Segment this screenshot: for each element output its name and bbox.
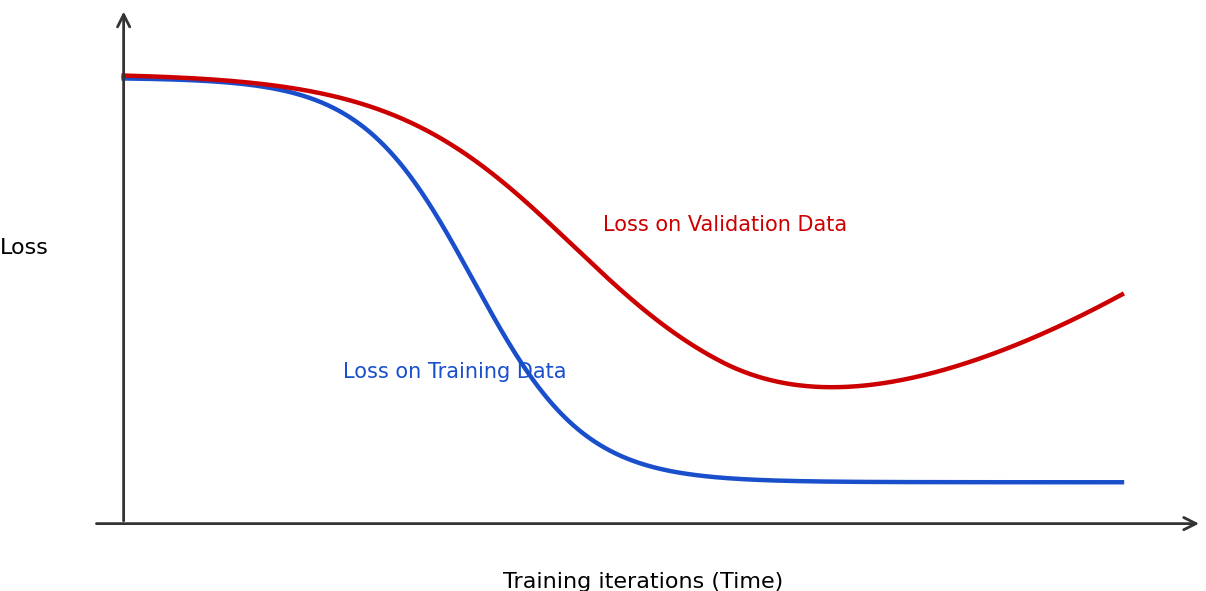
Text: Loss: Loss	[0, 238, 48, 258]
Text: Loss on Training Data: Loss on Training Data	[344, 362, 567, 382]
Text: Training iterations (Time): Training iterations (Time)	[503, 572, 783, 591]
Text: Loss on Validation Data: Loss on Validation Data	[603, 215, 847, 235]
